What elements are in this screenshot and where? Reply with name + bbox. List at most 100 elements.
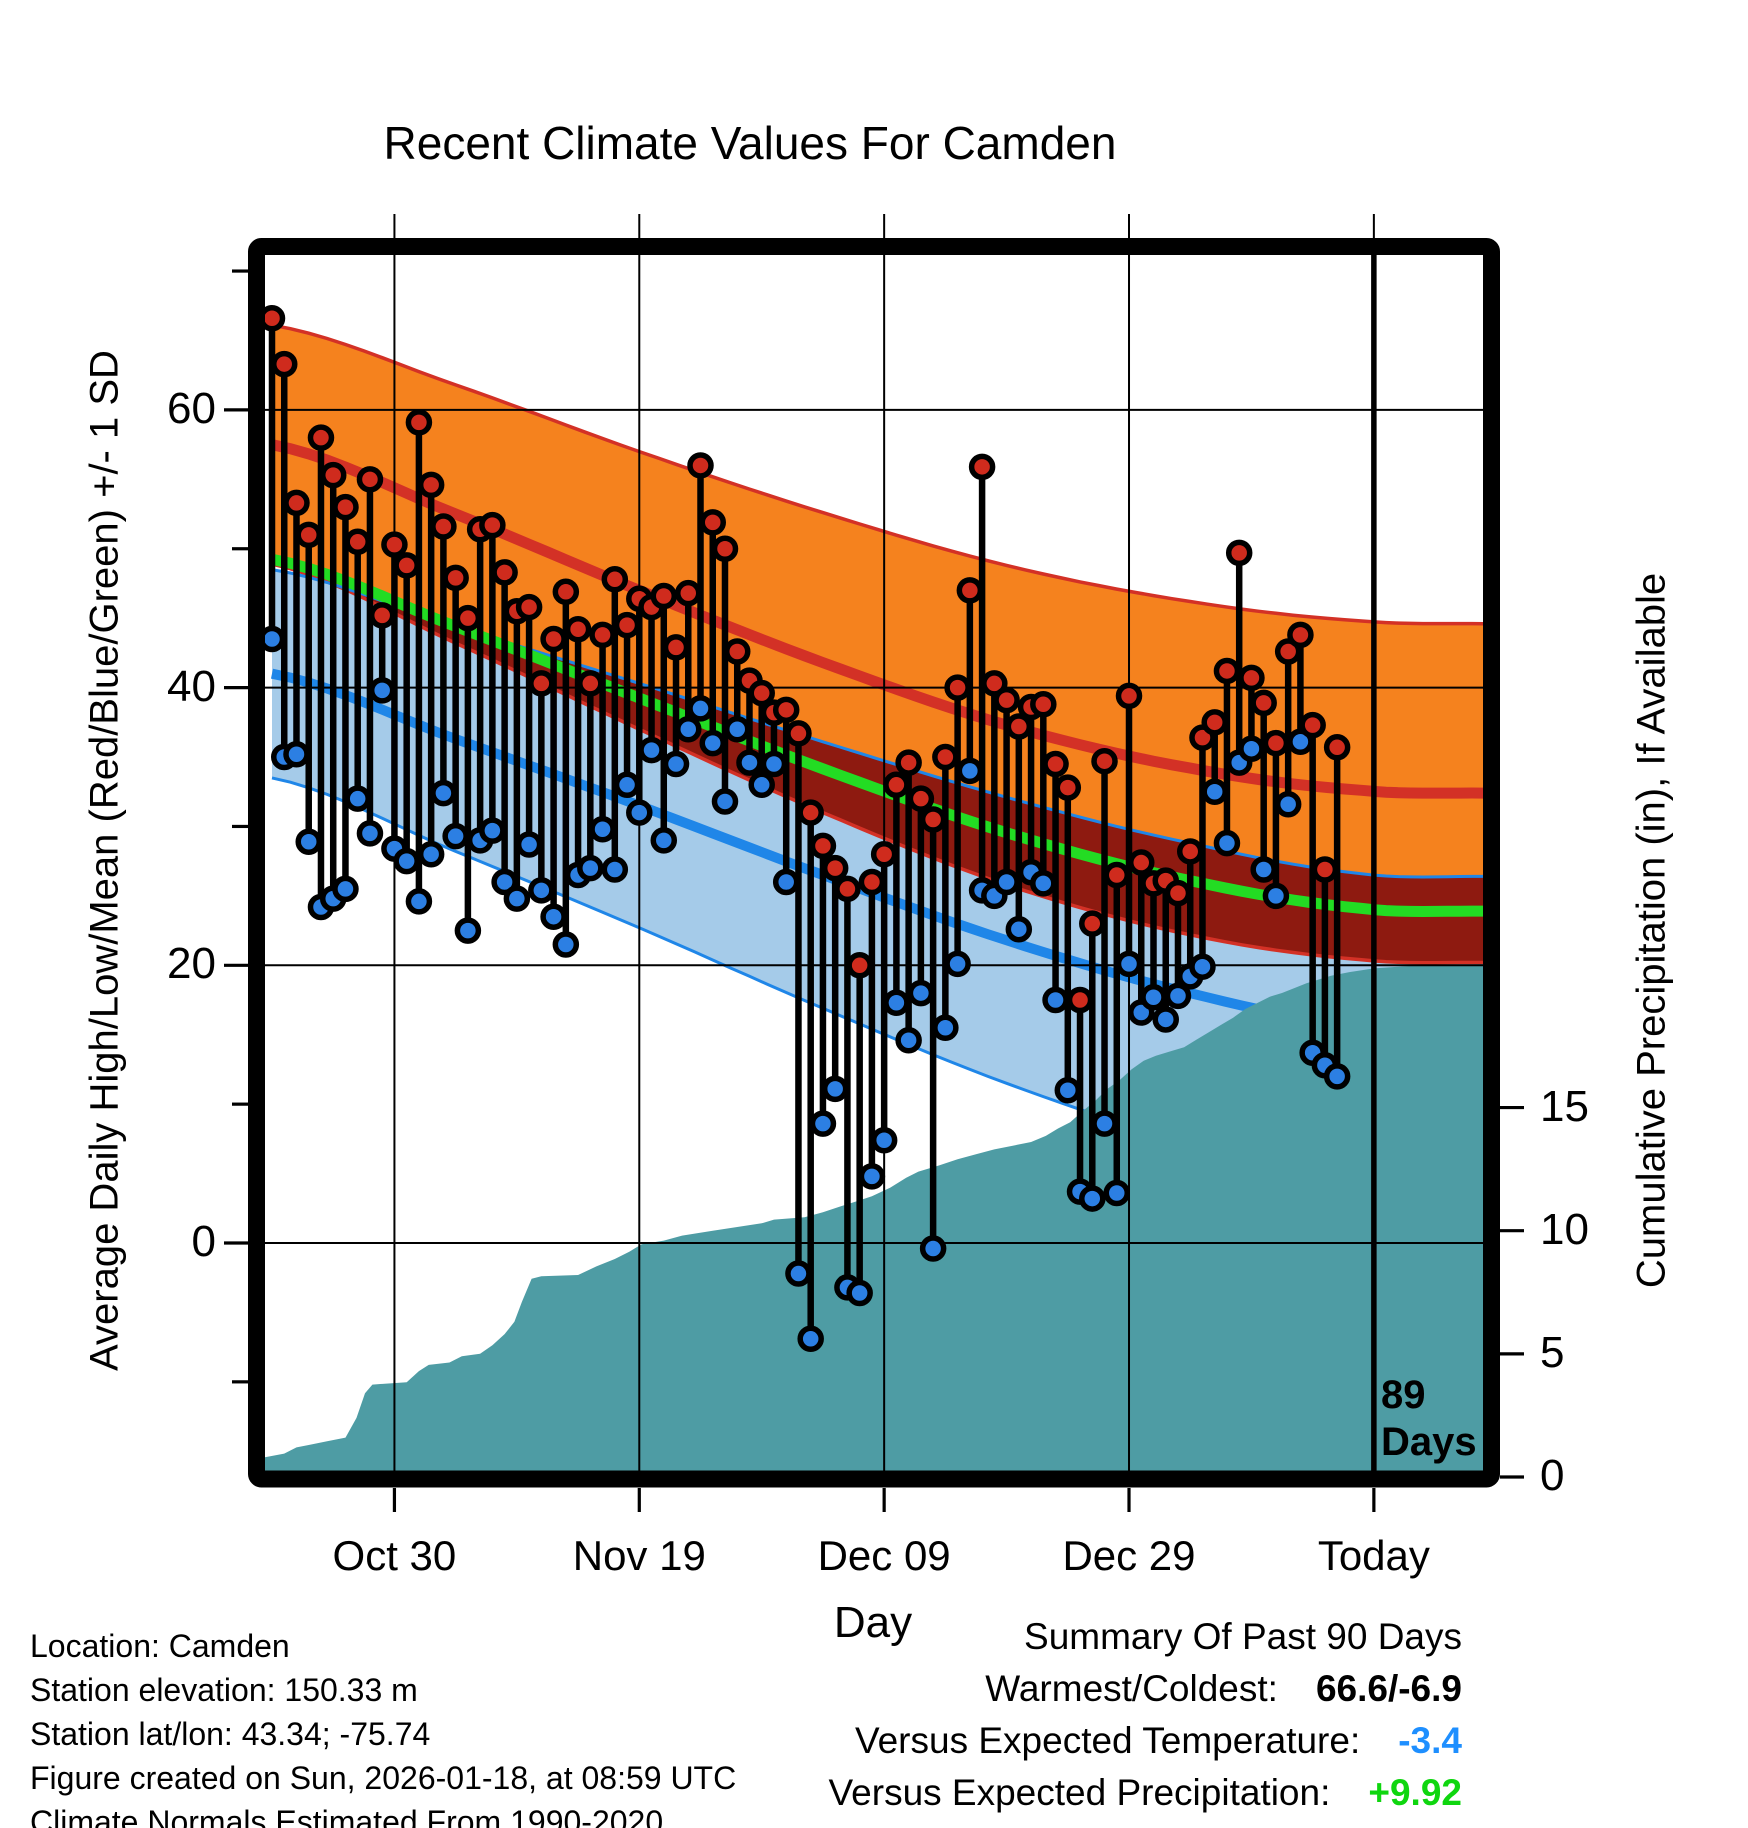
chart-title: Recent Climate Values For Camden: [383, 117, 1117, 169]
high-dot-day-66: [1066, 986, 1094, 1014]
low-dot-day-35: [687, 695, 714, 722]
low-dot-day-34: [675, 716, 702, 743]
high-dot-day-28: [601, 566, 629, 593]
high-dot-day-79: [1225, 539, 1253, 567]
high-dot-day-29: [613, 611, 641, 639]
low-dot-day-51: [883, 989, 910, 1017]
low-dot-day-65: [1054, 1077, 1082, 1104]
low-dot-day-45: [809, 1110, 837, 1137]
summary-warmest-coldest-label: Warmest/Coldest:: [985, 1668, 1278, 1709]
low-dot-day-48: [846, 1279, 873, 1307]
low-dot-day-23: [540, 903, 567, 930]
high-dot-day-10: [381, 531, 408, 558]
footer-location: Location: Camden: [30, 1628, 290, 1664]
day-axis-label: Day: [833, 1598, 913, 1647]
temp-tick-0: 0: [191, 1217, 216, 1266]
precip-tick-0: 0: [1540, 1451, 1565, 1500]
low-dot-day-82: [1262, 882, 1290, 910]
summary-warmest-coldest-value: 66.6/-6.9: [1315, 1668, 1462, 1709]
cumulative-precip-area: [265, 964, 1483, 1471]
low-dot-day-39: [736, 749, 763, 776]
low-dot-day-24: [552, 931, 580, 958]
high-band-lower-border: [271, 562, 1483, 965]
high-dot-day-15: [442, 564, 469, 592]
low-dot-day-60: [993, 868, 1020, 896]
low-dot-day-20: [503, 885, 531, 912]
high-dot-day-27: [589, 621, 616, 649]
high-dot-day-70: [1115, 682, 1143, 710]
high-dot-day-55: [932, 743, 959, 771]
low-dot-day-31: [638, 736, 665, 764]
high-dot-day-22: [528, 670, 555, 697]
low-dot-day-9: [368, 677, 396, 704]
high-dot-day-71: [1128, 849, 1155, 876]
low-dot-day-44: [797, 1325, 824, 1353]
low-dot-day-43: [785, 1260, 812, 1287]
low-dot-day-81: [1250, 856, 1277, 883]
high-dot-day-25: [564, 616, 592, 643]
low-dot-day-57: [956, 757, 984, 785]
date-tick-dec-29: Dec 29: [1062, 1532, 1196, 1579]
low-dot-day-38: [723, 716, 751, 743]
low-dot-day-6: [332, 875, 359, 903]
high-dot-day-49: [858, 868, 886, 896]
high-dot-day-68: [1091, 747, 1118, 775]
low-dot-day-61: [1005, 915, 1033, 943]
low-dot-day-55: [932, 1014, 959, 1042]
high-dot-day-52: [895, 749, 922, 776]
summary-vs-temperature: Versus Expected Temperature: -3.4: [855, 1720, 1462, 1762]
low-dot-day-49: [858, 1163, 886, 1190]
high-dot-day-35: [687, 452, 714, 479]
footer-created: Figure created on Sun, 2026-01-18, at 08…: [30, 1760, 737, 1796]
axis-ticks: [224, 214, 1524, 1512]
high-dot-day-63: [1030, 691, 1057, 718]
precip-tick-15: 15: [1540, 1081, 1589, 1131]
plot-area: [265, 255, 1483, 1471]
low-dot-day-2: [283, 740, 310, 768]
low-dot-day-67: [1079, 1185, 1106, 1212]
date-tick-nov-19: Nov 19: [572, 1532, 706, 1579]
footer-latlon: Station lat/lon: 43.34; -75.74: [30, 1716, 431, 1752]
high-dot-day-74: [1164, 879, 1192, 907]
precipitation-axis-label: Cumulative Precipitation (in), If Availa…: [1629, 572, 1674, 1289]
summary-vs-temperature-value: -3.4: [1398, 1720, 1462, 1761]
temp-tick-20: 20: [167, 939, 216, 989]
footer-elevation: Station elevation: 150.33 m: [30, 1672, 418, 1708]
high-dot-day-23: [540, 625, 567, 653]
high-dot-day-46: [821, 854, 849, 882]
low-dot-day-37: [711, 788, 739, 815]
high-dot-day-19: [491, 559, 518, 586]
low-dot-day-63: [1030, 870, 1057, 897]
high-dot-day-64: [1042, 750, 1069, 778]
high-dot-day-32: [650, 582, 678, 610]
high-dot-day-8: [356, 466, 384, 493]
high-dot-day-78: [1213, 657, 1241, 685]
high-dot-day-3: [295, 521, 322, 549]
low-dot-day-33: [662, 750, 690, 778]
high-dot-day-13: [417, 471, 445, 499]
high-dot-day-50: [870, 840, 898, 868]
footer-normals: Climate Normals Estimated From 1990-2020: [30, 1804, 664, 1828]
high-dot-day-58: [968, 453, 996, 481]
low-dot-day-56: [944, 950, 971, 978]
low-dot-day-70: [1115, 950, 1143, 978]
precip-tick-5: 5: [1540, 1327, 1565, 1377]
high-dot-day-36: [699, 509, 726, 536]
low-dot-day-76: [1189, 953, 1216, 980]
summary-vs-precipitation: Versus Expected Precipitation: +9.92: [829, 1772, 1462, 1814]
high-dot-day-75: [1176, 838, 1204, 865]
low-dot-day-13: [417, 840, 445, 868]
low-dot-day-41: [760, 750, 788, 778]
low-dot-day-22: [528, 877, 555, 904]
days-count-annotation: 89 Days: [1381, 1372, 1477, 1466]
high-dot-day-60: [993, 686, 1020, 714]
high-dot-day-65: [1054, 774, 1082, 801]
low-dot-day-14: [430, 779, 457, 807]
high-dot-day-57: [956, 577, 984, 604]
high-dot-day-77: [1201, 709, 1228, 736]
days-count-number: 89: [1381, 1373, 1426, 1417]
high-dot-day-16: [454, 604, 482, 632]
high-dot-day-1: [270, 350, 298, 378]
high-dot-day-54: [919, 806, 947, 833]
